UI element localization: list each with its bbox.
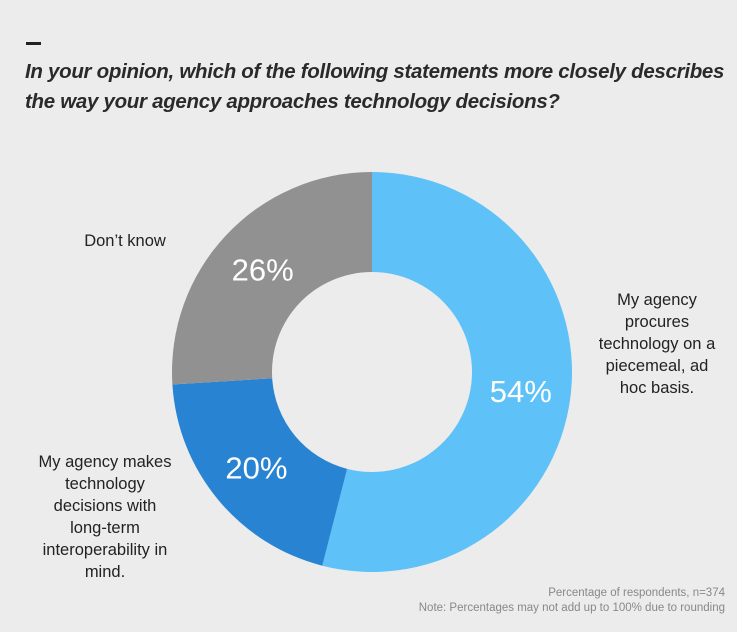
- slice-label-line: procures: [624, 313, 690, 331]
- donut-slice: [172, 378, 348, 566]
- slice-label-line: mind.: [84, 563, 126, 581]
- slice-label-line: My agency makes: [38, 453, 172, 471]
- chart-title: In your opinion, which of the following …: [25, 60, 725, 113]
- donut-slice: [322, 172, 572, 572]
- slice-label-line: interoperability in: [42, 541, 168, 559]
- rounding-note: Note: Percentages may not add up to 100%…: [418, 602, 725, 614]
- slice-label-line: long-term: [70, 519, 140, 537]
- respondents-note: Percentage of respondents, n=374: [548, 587, 725, 599]
- chart-notes: Percentage of respondents, n=374 Note: P…: [419, 586, 725, 616]
- slice-label-line: decisions with: [53, 497, 157, 515]
- title-accent-dash: [26, 42, 41, 45]
- slice-label-line: My agency: [617, 291, 697, 309]
- slice-label-line: technology on a: [598, 335, 716, 353]
- slice-label-long-term: My agency makes technology decisions with l…: [20, 451, 190, 583]
- slice-label-line: Don’t know: [84, 232, 166, 250]
- slice-label-line: technology: [65, 475, 145, 493]
- slice-label-line: hoc basis.: [619, 379, 695, 397]
- slice-value-label: 26%: [232, 252, 294, 287]
- slice-label-dont-know: Don’t know: [60, 230, 190, 252]
- donut-slice: [172, 172, 372, 385]
- slice-label-line: piecemeal, ad: [605, 357, 709, 375]
- slice-label-piecemeal: My agency procures technology on a piecemea…: [582, 289, 732, 399]
- slice-value-label: 20%: [225, 451, 287, 486]
- slice-value-label: 54%: [490, 374, 552, 409]
